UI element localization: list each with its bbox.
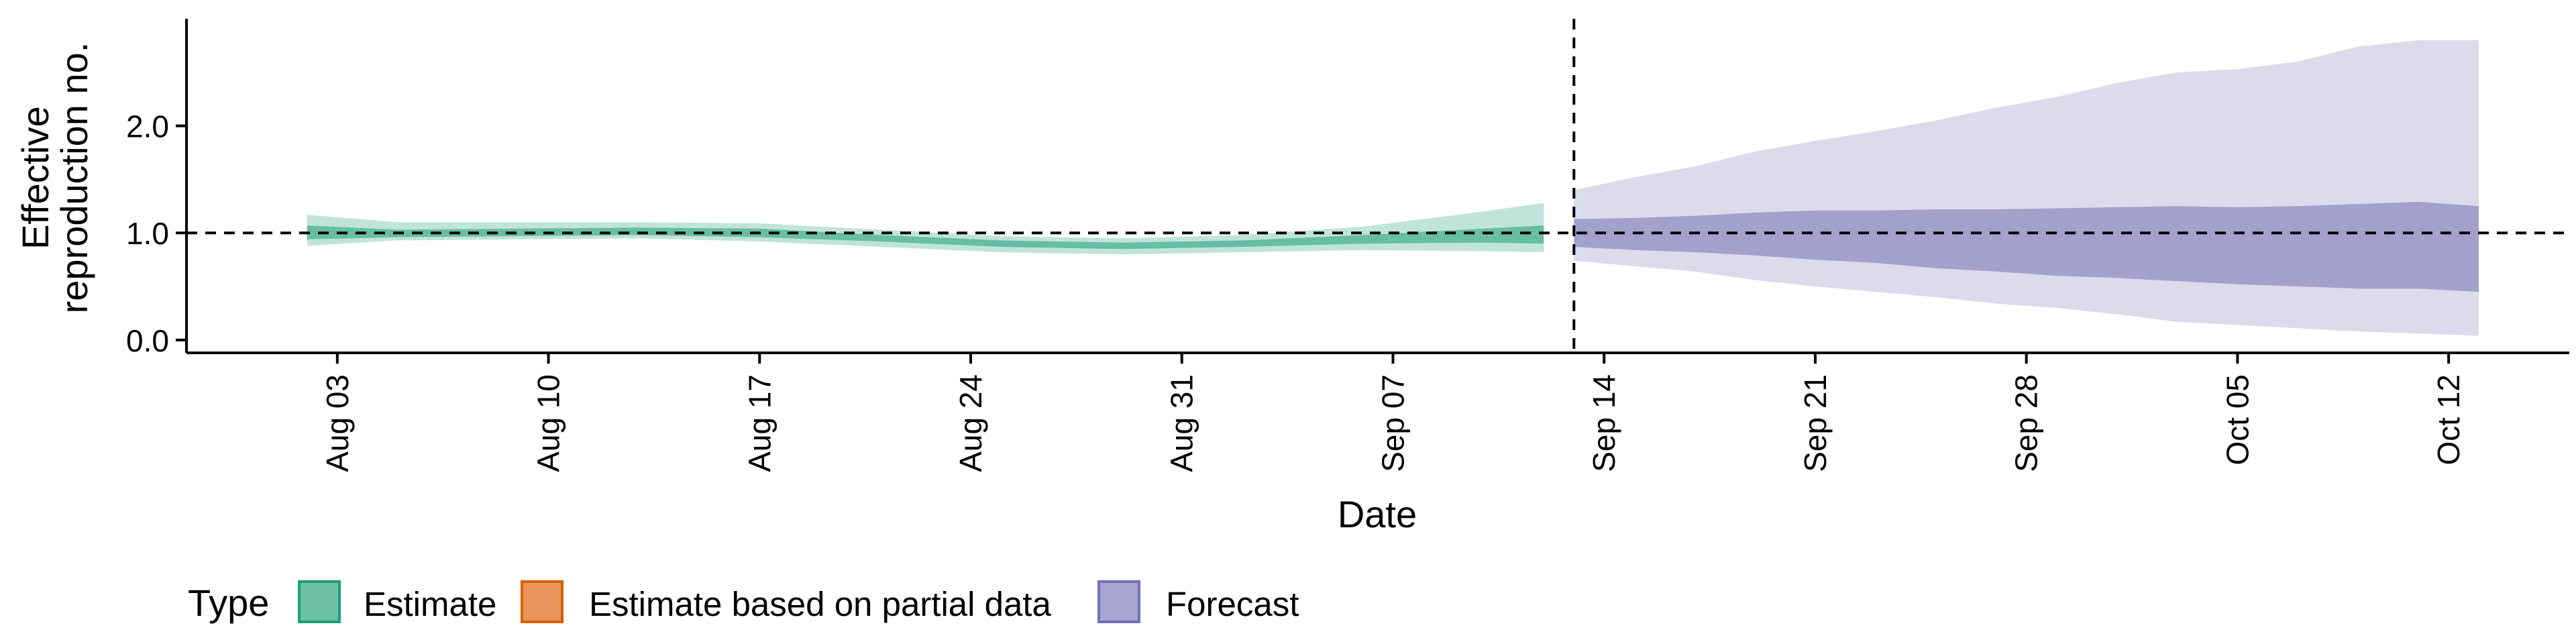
legend: Type Estimate Estimate based on partial … xyxy=(188,580,1299,624)
x-tick-label: Sep 28 xyxy=(2009,374,2044,472)
x-tick-label: Aug 24 xyxy=(953,374,988,472)
legend-key-estimate xyxy=(298,580,341,623)
legend-key-forecast xyxy=(1097,580,1140,623)
x-tick-label: Sep 07 xyxy=(1376,374,1411,472)
x-tick-label: Aug 31 xyxy=(1165,374,1199,472)
y-tick-label: 2.0 xyxy=(126,109,169,144)
legend-label-partial: Estimate based on partial data xyxy=(589,585,1052,623)
legend-title: Type xyxy=(188,582,269,624)
x-tick-label: Oct 12 xyxy=(2431,374,2466,466)
estimate-inner-credible-band xyxy=(307,225,1544,250)
y-axis-title-line-2: reproduction no. xyxy=(53,42,95,314)
y-axis-title: Effective reproduction no. xyxy=(14,42,95,314)
legend-label-forecast: Forecast xyxy=(1166,585,1299,623)
x-tick-label: Aug 17 xyxy=(742,374,777,472)
x-tick-label: Sep 14 xyxy=(1587,374,1621,472)
forecast-inner-credible-band xyxy=(1574,201,2479,292)
y-tick-label: 1.0 xyxy=(126,216,169,251)
estimate-outer-credible-band xyxy=(307,203,1544,255)
x-tick-label: Aug 03 xyxy=(320,374,355,472)
y-axis-title-line-1: Effective xyxy=(14,106,56,250)
x-tick-label: Aug 10 xyxy=(531,374,566,472)
y-tick-label: 0.0 xyxy=(126,323,169,358)
forecast-outer-credible-band xyxy=(1574,40,2479,336)
legend-key-partial xyxy=(521,580,564,623)
axes: 0.0 1.0 2.0 Aug 03 Aug 10 Aug 17 Aug 24 Aug 31 S… xyxy=(126,19,2569,472)
plot-area xyxy=(186,19,2569,353)
x-tick-label: Sep 21 xyxy=(1798,374,1833,472)
legend-label-estimate: Estimate xyxy=(364,585,496,623)
x-tick-label: Oct 05 xyxy=(2220,374,2255,466)
x-axis-title: Date xyxy=(1338,493,1417,535)
